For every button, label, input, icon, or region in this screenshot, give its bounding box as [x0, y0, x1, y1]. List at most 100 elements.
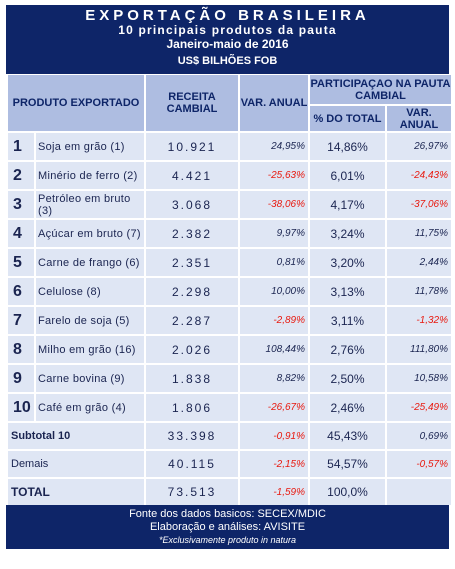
row-share-var: 111,80%	[387, 336, 451, 363]
export-table-card: EXPORTAÇÃO BRASILEIRA 10 principais prod…	[6, 5, 451, 564]
row-share-pct: 2,46%	[310, 394, 385, 421]
source-note: Fonte dos dados basicos: SECEX/MDIC	[129, 508, 326, 520]
row-share-pct: 14,86%	[310, 133, 385, 160]
col-share-pct: % DO TOTAL	[310, 106, 385, 131]
table-row: 4 Açúcar em bruto (7) 2.382 9,97% 3,24% 11,75…	[8, 220, 451, 247]
total-pct: 100,0%	[310, 479, 385, 505]
col-product: PRODUTO EXPORTADO	[8, 75, 144, 131]
row-share-var: 11,78%	[387, 278, 451, 305]
row-rank: 5	[8, 249, 34, 276]
others-pct: 54,57%	[310, 451, 385, 477]
row-share-pct: 3,20%	[310, 249, 385, 276]
subtotal-revenue: 33.398	[146, 423, 238, 449]
footnote: *Exclusivamente produto in natura	[158, 535, 297, 545]
row-product-name: Farelo de soja (5)	[36, 307, 144, 334]
row-product-name: Petróleo em bruto (3)	[36, 191, 144, 218]
total-row: TOTAL 73.513 -1,59% 100,0%	[8, 479, 451, 505]
row-rank: 3	[8, 191, 34, 218]
row-share-var: -24,43%	[387, 162, 451, 189]
row-var-annual: 108,44%	[240, 336, 308, 363]
row-share-var: 11,75%	[387, 220, 451, 247]
total-revenue: 73.513	[146, 479, 238, 505]
row-share-pct: 4,17%	[310, 191, 385, 218]
row-share-var: 2,44%	[387, 249, 451, 276]
row-revenue: 1.806	[146, 394, 238, 421]
subtotal-pct: 45,43%	[310, 423, 385, 449]
row-var-annual: 0,81%	[240, 249, 308, 276]
export-table: PRODUTO EXPORTADO RECEITA CAMBIAL VAR. A…	[6, 73, 453, 507]
row-rank: 6	[8, 278, 34, 305]
row-rank: 1	[8, 133, 34, 160]
row-rank: 9	[8, 365, 34, 392]
table-row: 2 Minério de ferro (2) 4.421 -25,63% 6,01% -2…	[8, 162, 451, 189]
others-label: Demais	[8, 451, 144, 477]
period: Janeiro-maio de 2016	[166, 37, 289, 51]
unit: US$ BILHÕES FOB	[177, 55, 278, 67]
title-banner: EXPORTAÇÃO BRASILEIRA 10 principais prod…	[6, 5, 449, 74]
analysis-note: Elaboração e análises: AVISITE	[149, 521, 306, 533]
row-share-pct: 3,24%	[310, 220, 385, 247]
footer-banner: Fonte dos dados basicos: SECEX/MDIC Elab…	[6, 505, 449, 549]
row-share-var: 10,58%	[387, 365, 451, 392]
row-share-var: -1,32%	[387, 307, 451, 334]
subtotal-label: Subtotal 10	[8, 423, 144, 449]
row-share-pct: 2,76%	[310, 336, 385, 363]
others-revenue: 40.115	[146, 451, 238, 477]
table-row: 3 Petróleo em bruto (3) 3.068 -38,06% 4,17% -…	[8, 191, 451, 218]
row-share-pct: 6,01%	[310, 162, 385, 189]
total-var: -1,59%	[240, 479, 308, 505]
table-row: 7 Farelo de soja (5) 2.287 -2,89% 3,11% -1,32…	[8, 307, 451, 334]
row-share-pct: 2,50%	[310, 365, 385, 392]
col-share-var: VAR. ANUAL	[387, 106, 451, 131]
row-product-name: Carne bovina (9)	[36, 365, 144, 392]
row-share-var: -25,49%	[387, 394, 451, 421]
table-row: 6 Celulose (8) 2.298 10,00% 3,13% 11,78%	[8, 278, 451, 305]
others-var: -2,15%	[240, 451, 308, 477]
table-row: 8 Milho em grão (16) 2.026 108,44% 2,76% 111,…	[8, 336, 451, 363]
row-revenue: 2.026	[146, 336, 238, 363]
row-var-annual: -38,06%	[240, 191, 308, 218]
subtitle: 10 principais produtos da pauta	[118, 23, 337, 37]
row-rank: 7	[8, 307, 34, 334]
row-share-var: 26,97%	[387, 133, 451, 160]
row-var-annual: 9,97%	[240, 220, 308, 247]
row-product-name: Minério de ferro (2)	[36, 162, 144, 189]
row-revenue: 1.838	[146, 365, 238, 392]
others-row: Demais 40.115 -2,15% 54,57% -0,57%	[8, 451, 451, 477]
row-rank: 2	[8, 162, 34, 189]
col-var-annual: VAR. ANUAL	[240, 75, 308, 131]
row-var-annual: 24,95%	[240, 133, 308, 160]
row-revenue: 4.421	[146, 162, 238, 189]
title: EXPORTAÇÃO BRASILEIRA	[85, 7, 370, 24]
table-row: 9 Carne bovina (9) 1.838 8,82% 2,50% 10,58%	[8, 365, 451, 392]
row-revenue: 3.068	[146, 191, 238, 218]
total-label: TOTAL	[8, 479, 144, 505]
table-row: 1 Soja em grão (1) 10.921 24,95% 14,86% 26,97…	[8, 133, 451, 160]
row-product-name: Carne de frango (6)	[36, 249, 144, 276]
col-share-group: PARTICIPAÇAO NA PAUTA CAMBIAL	[310, 75, 451, 104]
row-product-name: Celulose (8)	[36, 278, 144, 305]
row-product-name: Café em grão (4)	[36, 394, 144, 421]
others-pct-var: -0,57%	[387, 451, 451, 477]
row-share-var: -37,06%	[387, 191, 451, 218]
col-revenue: RECEITA CAMBIAL	[146, 75, 238, 131]
subtotal-var: -0,91%	[240, 423, 308, 449]
row-rank: 8	[8, 336, 34, 363]
row-product-name: Soja em grão (1)	[36, 133, 144, 160]
row-product-name: Milho em grão (16)	[36, 336, 144, 363]
row-rank: 10	[8, 394, 34, 421]
row-var-annual: -2,89%	[240, 307, 308, 334]
row-revenue: 2.287	[146, 307, 238, 334]
row-var-annual: -26,67%	[240, 394, 308, 421]
row-var-annual: -25,63%	[240, 162, 308, 189]
row-revenue: 2.382	[146, 220, 238, 247]
row-revenue: 10.921	[146, 133, 238, 160]
total-pct-var	[387, 479, 451, 505]
rows-body: 1 Soja em grão (1) 10.921 24,95% 14,86% 26,97…	[8, 133, 451, 421]
row-share-pct: 3,11%	[310, 307, 385, 334]
row-rank: 4	[8, 220, 34, 247]
row-product-name: Açúcar em bruto (7)	[36, 220, 144, 247]
subtotal-row: Subtotal 10 33.398 -0,91% 45,43% 0,69%	[8, 423, 451, 449]
row-revenue: 2.351	[146, 249, 238, 276]
row-var-annual: 10,00%	[240, 278, 308, 305]
